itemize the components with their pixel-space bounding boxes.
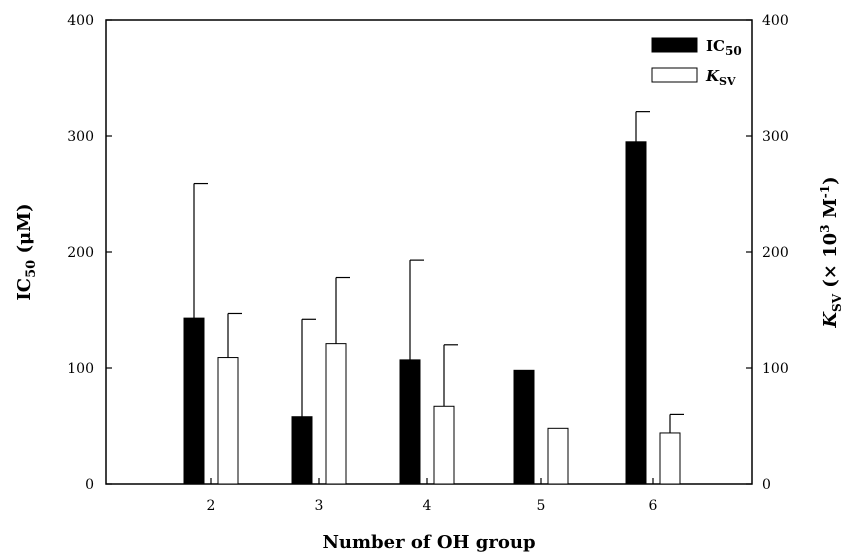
y2-axis-title-sup: 3 <box>818 224 832 232</box>
y2-axis-title-rest: (× 10 <box>820 233 841 294</box>
bars <box>183 141 681 485</box>
x-tick-label: 6 <box>649 498 658 514</box>
bar-ksv-2 <box>217 357 239 485</box>
bar-ksv-5 <box>547 427 569 485</box>
y2-axis-title-sub: SV <box>830 293 844 312</box>
x-axis-title: Number of OH group <box>322 532 535 553</box>
x-tick-label: 5 <box>537 498 546 514</box>
x-tick-label: 3 <box>315 498 324 514</box>
y2-tick-label: 300 <box>762 129 789 145</box>
y-axis-title-sub: 50 <box>24 260 39 278</box>
bar-ic50-4 <box>399 359 421 485</box>
y2-tick-label: 0 <box>762 477 771 493</box>
bar-ksv-3 <box>325 343 347 485</box>
bar-ic50-3 <box>291 416 313 485</box>
y-tick-label: 300 <box>67 129 94 145</box>
legend-label-ksv-sub: SV <box>719 75 736 88</box>
y2-tick-label: 400 <box>762 13 789 29</box>
y-axis-title: IC50 (μM) <box>14 203 39 300</box>
bar-ksv-6 <box>659 432 681 485</box>
y-axis-title-base: IC <box>14 278 35 301</box>
y2-axis-title-end: ) <box>820 176 841 185</box>
right-axis-ticks: 0 100 200 300 400 <box>746 13 789 493</box>
y-axis-title-rest: (μM) <box>14 203 35 259</box>
x-tick-label: 2 <box>207 498 216 514</box>
y2-axis-title: KSV (× 103 M-1) <box>818 176 844 328</box>
bar-ic50-5 <box>513 369 535 485</box>
y2-axis-title-rest2: M <box>820 198 841 224</box>
left-axis-ticks: 0 100 200 300 400 <box>67 13 112 493</box>
legend-label-ic50-base: IC <box>706 37 725 55</box>
legend-label-ic50-sub: 50 <box>725 44 742 58</box>
legend: IC50 KSV <box>651 37 742 88</box>
error-bars <box>193 111 684 433</box>
y2-axis-title-sup2: -1 <box>818 185 832 198</box>
y-tick-label: 100 <box>67 361 94 377</box>
legend-label-ksv: KSV <box>705 67 736 88</box>
bar-ic50-2 <box>183 317 205 485</box>
bar-ic50-6 <box>625 141 647 485</box>
y-tick-label: 0 <box>85 477 94 493</box>
bar-ksv-4 <box>433 405 455 485</box>
legend-swatch-ksv <box>651 67 698 83</box>
x-axis-ticks: 2 3 4 5 6 <box>207 478 658 514</box>
legend-swatch-ic50 <box>651 37 698 53</box>
y2-tick-label: 200 <box>762 245 789 261</box>
legend-label-ic50: IC50 <box>706 37 742 58</box>
y2-axis-title-base: K <box>820 311 841 329</box>
x-tick-label: 4 <box>423 498 432 514</box>
y2-tick-label: 100 <box>762 361 789 377</box>
legend-label-ksv-base: K <box>705 67 720 85</box>
y-tick-label: 200 <box>67 245 94 261</box>
y-tick-label: 400 <box>67 13 94 29</box>
